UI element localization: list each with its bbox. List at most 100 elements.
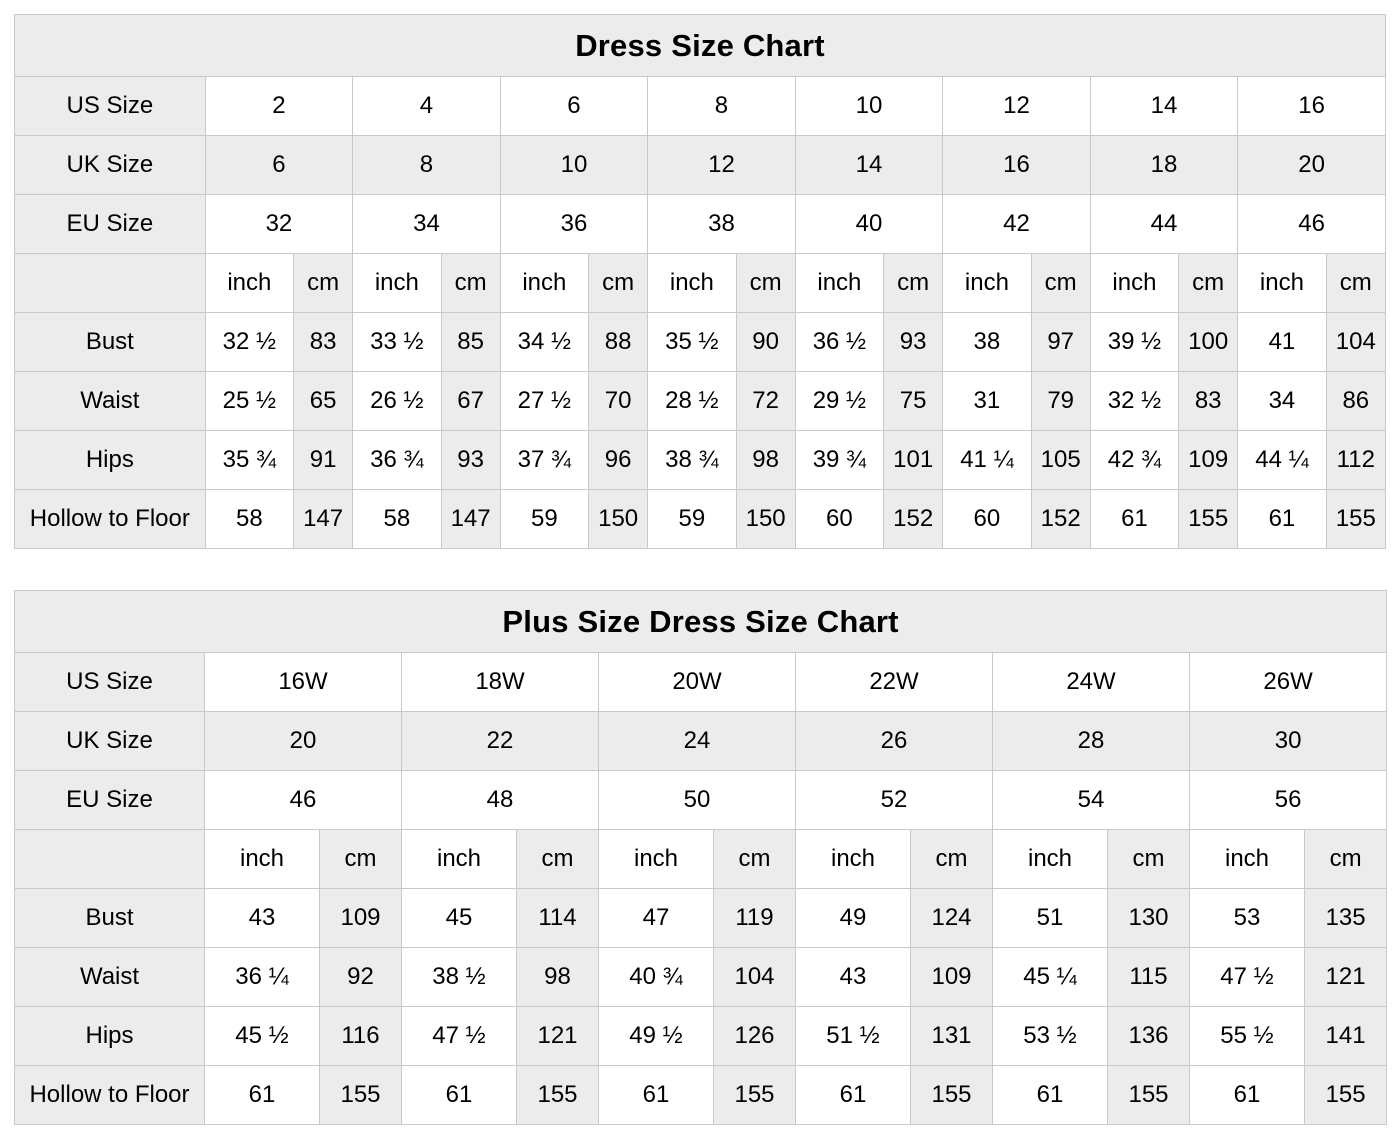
measure-cell-cm: 105 [1030, 430, 1091, 490]
size-value-cell: 46 [204, 770, 402, 830]
unit-cell-inch: inch [204, 829, 320, 889]
unit-cell-inch: inch [1089, 253, 1180, 313]
measure-cell-cm: 136 [1107, 1006, 1190, 1066]
size-value-cell: 12 [647, 135, 796, 195]
measure-cell-inch: 61 [204, 1065, 320, 1125]
measure-cell-inch: 37 ¾ [499, 430, 590, 490]
measure-cell-cm: 155 [1178, 489, 1239, 549]
measure-cell-cm: 119 [713, 888, 796, 948]
size-value-cell: 22 [401, 711, 599, 771]
size-value-cell: 16 [942, 135, 1091, 195]
measure-cell-inch: 61 [1237, 489, 1327, 549]
measure-cell-cm: 93 [440, 430, 501, 490]
row-waist: Waist 25 ½ 65 26 ½ 67 27 ½ 70 28 ½ 72 29 ½ 75 31 79 3… [14, 371, 1387, 431]
row-label-empty [14, 829, 205, 889]
measure-cell-inch: 51 [992, 888, 1108, 948]
unit-cell-cm: cm [516, 829, 599, 889]
unit-cell-cm: cm [1325, 253, 1387, 313]
measure-cell-inch: 61 [1089, 489, 1180, 549]
row-label: US Size [14, 76, 206, 136]
measure-cell-inch: 38 ½ [401, 947, 517, 1007]
row-label: Hollow to Floor [14, 1065, 205, 1125]
size-value-cell: 6 [499, 76, 649, 136]
size-value-cell: 50 [598, 770, 796, 830]
row-label: US Size [14, 652, 205, 712]
row-label: Hollow to Floor [14, 489, 206, 549]
size-value-cell: 12 [942, 76, 1091, 136]
measure-cell-cm: 141 [1303, 1006, 1388, 1066]
measure-cell-cm: 155 [1325, 489, 1387, 549]
measure-cell-inch: 39 ½ [1089, 312, 1180, 372]
measure-cell-inch: 29 ½ [794, 371, 885, 431]
measure-cell-cm: 97 [1030, 312, 1091, 372]
measure-cell-cm: 70 [588, 371, 649, 431]
measure-cell-cm: 109 [319, 888, 402, 948]
measure-cell-inch: 45 [401, 888, 517, 948]
measure-cell-cm: 101 [883, 430, 944, 490]
size-value-cell: 26W [1188, 652, 1388, 712]
measure-cell-cm: 155 [910, 1065, 993, 1125]
measure-cell-cm: 121 [516, 1006, 599, 1066]
size-value-cell: 28 [992, 711, 1190, 771]
measure-cell-cm: 147 [292, 489, 354, 549]
row-us-size: US Size 16W 18W 20W 22W 24W 26W [14, 652, 1388, 712]
title-row: Plus Size Dress Size Chart [13, 590, 1388, 653]
measure-cell-inch: 35 ½ [647, 312, 737, 372]
size-value-cell: 18 [1089, 135, 1239, 195]
unit-cell-inch: inch [942, 253, 1032, 313]
unit-cell-cm: cm [588, 253, 649, 313]
unit-cell-cm: cm [910, 829, 993, 889]
row-eu-size: EU Size 32 34 36 38 40 42 44 46 [14, 194, 1386, 254]
row-hollow-to-floor: Hollow to Floor 61 155 61 155 61 155 61 155 61 155… [14, 1065, 1388, 1125]
measure-cell-cm: 67 [440, 371, 501, 431]
row-label: Bust [14, 312, 206, 372]
unit-cell-cm: cm [735, 253, 796, 313]
measure-cell-cm: 100 [1178, 312, 1239, 372]
measure-cell-cm: 155 [1107, 1065, 1190, 1125]
size-value-cell: 14 [1089, 76, 1239, 136]
plus-size-dress-size-chart-table: Plus Size Dress Size Chart US Size 16W 18W 2… [13, 590, 1388, 1125]
size-value-cell: 52 [795, 770, 993, 830]
measure-cell-inch: 51 ½ [795, 1006, 911, 1066]
measure-cell-inch: 58 [352, 489, 442, 549]
size-value-cell: 2 [204, 76, 354, 136]
measure-cell-inch: 32 ½ [1089, 371, 1180, 431]
size-value-cell: 6 [204, 135, 354, 195]
unit-cell-cm: cm [1107, 829, 1190, 889]
unit-cell-inch: inch [352, 253, 442, 313]
measure-cell-inch: 59 [499, 489, 590, 549]
size-value-cell: 42 [942, 194, 1091, 254]
measure-cell-inch: 61 [1189, 1065, 1305, 1125]
row-bust: Bust 43 109 45 114 47 119 49 124 51 130 53 135 [14, 888, 1388, 948]
measure-cell-cm: 135 [1303, 888, 1388, 948]
measure-cell-inch: 39 ¾ [794, 430, 885, 490]
row-label: Hips [14, 430, 206, 490]
title-row: Dress Size Chart [14, 14, 1386, 77]
unit-header-row: inch cm inch cm inch cm inch cm inch cm inch cm [14, 829, 1388, 889]
size-value-cell: 22W [795, 652, 993, 712]
measure-cell-cm: 98 [735, 430, 796, 490]
unit-cell-cm: cm [1178, 253, 1239, 313]
size-value-cell: 20 [1237, 135, 1386, 195]
row-eu-size: EU Size 46 48 50 52 54 56 [14, 770, 1388, 830]
unit-cell-inch: inch [401, 829, 517, 889]
measure-cell-inch: 25 ½ [204, 371, 294, 431]
measure-cell-inch: 33 ½ [352, 312, 442, 372]
measure-cell-cm: 152 [883, 489, 944, 549]
size-value-cell: 30 [1188, 711, 1388, 771]
measure-cell-inch: 27 ½ [499, 371, 590, 431]
measure-cell-cm: 79 [1030, 371, 1091, 431]
measure-cell-cm: 115 [1107, 947, 1190, 1007]
row-label: EU Size [14, 194, 206, 254]
row-us-size: US Size 2 4 6 8 10 12 14 16 [14, 76, 1386, 136]
measure-cell-inch: 34 ½ [499, 312, 590, 372]
measure-cell-inch: 38 ¾ [647, 430, 737, 490]
measure-cell-inch: 47 [598, 888, 714, 948]
size-value-cell: 56 [1188, 770, 1388, 830]
unit-cell-cm: cm [1030, 253, 1091, 313]
measure-cell-inch: 42 ¾ [1089, 430, 1180, 490]
measure-cell-inch: 35 ¾ [204, 430, 294, 490]
size-value-cell: 34 [352, 194, 501, 254]
size-value-cell: 32 [204, 194, 354, 254]
